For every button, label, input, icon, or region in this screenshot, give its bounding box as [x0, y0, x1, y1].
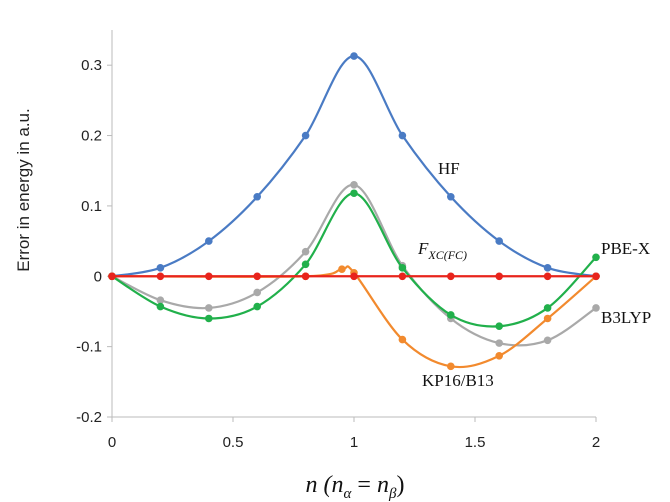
- x-tick-label: 1: [350, 434, 358, 451]
- data-point-b3lyp: [205, 304, 213, 312]
- data-point-pbe-x: [253, 302, 261, 311]
- data-point-kp16-b13: [338, 265, 346, 274]
- data-point-hf: [156, 264, 165, 272]
- series-label-fxc-fc: FXC(FC): [417, 239, 467, 262]
- series-label-hf: HF: [438, 159, 460, 178]
- y-tick-label: 0.1: [81, 198, 102, 215]
- data-point-b3lyp: [253, 288, 261, 297]
- data-point-fxc-fc: [350, 272, 358, 281]
- y-tick-label: 0.2: [81, 128, 102, 145]
- data-point-hf: [253, 192, 261, 201]
- data-point-fxc-fc: [253, 272, 261, 281]
- y-axis-label: Error in energy in a.u.: [14, 108, 33, 271]
- x-tick-label: 0.5: [223, 434, 244, 451]
- data-point-b3lyp: [543, 336, 552, 345]
- data-point-kp16-b13: [398, 335, 407, 344]
- x-axis-label: n (nα = nβ): [306, 472, 405, 502]
- data-point-b3lyp: [156, 296, 165, 304]
- data-point-hf: [350, 52, 358, 60]
- series-label-pbe-x: PBE-X: [601, 239, 650, 258]
- data-point-hf: [543, 264, 552, 272]
- data-point-fxc-fc: [398, 272, 407, 281]
- series-line-hf: [111, 54, 597, 278]
- labels-layer: HF PBE-X B3LYP KP16/B13 FXC(FC): [417, 159, 651, 390]
- data-point-hf: [447, 192, 455, 201]
- data-point-b3lyp: [301, 247, 310, 256]
- y-tick-label: 0.3: [81, 57, 102, 74]
- data-point-pbe-x: [301, 260, 310, 269]
- data-point-pbe-x: [447, 311, 455, 319]
- data-point-hf: [301, 131, 310, 140]
- data-point-fxc-fc: [205, 272, 213, 281]
- x-tick-label: 2: [592, 434, 600, 451]
- data-point-pbe-x: [543, 304, 552, 312]
- axes: -0.2 -0.1 0 0.1 0.2 0.3 0 0.5 1 1.5 2 Error in ener…: [14, 30, 600, 502]
- data-point-fxc-fc: [495, 272, 504, 281]
- data-point-pbe-x: [495, 322, 504, 331]
- series-label-b3lyp: B3LYP: [601, 308, 651, 327]
- x-tick-label: 1.5: [465, 434, 486, 451]
- data-point-hf: [205, 237, 213, 245]
- y-tick-label: 0: [94, 268, 102, 285]
- y-tick-label: -0.1: [76, 339, 102, 356]
- data-point-kp16-b13: [495, 351, 504, 360]
- series-layer: [108, 52, 600, 371]
- data-point-pbe-x: [350, 189, 358, 198]
- data-point-kp16-b13: [543, 314, 552, 323]
- data-point-fxc-fc: [592, 272, 600, 281]
- data-point-b3lyp: [350, 181, 358, 189]
- data-point-pbe-x: [205, 314, 213, 323]
- data-point-pbe-x: [398, 264, 407, 272]
- data-point-b3lyp: [495, 339, 504, 347]
- y-tick-label: -0.2: [76, 409, 102, 426]
- data-point-hf: [398, 131, 407, 140]
- data-point-hf: [495, 237, 504, 245]
- data-point-fxc-fc: [447, 272, 455, 281]
- data-point-pbe-x: [592, 253, 600, 262]
- data-point-fxc-fc: [156, 272, 165, 281]
- series-line-kp16-b13: [111, 265, 597, 369]
- data-point-fxc-fc: [301, 272, 310, 281]
- data-point-pbe-x: [156, 302, 165, 311]
- data-point-b3lyp: [592, 304, 600, 312]
- series-label-kp16-b13: KP16/B13: [422, 371, 494, 390]
- data-point-fxc-fc: [543, 272, 552, 281]
- data-point-kp16-b13: [447, 362, 455, 371]
- x-tick-label: 0: [108, 434, 116, 451]
- data-point-fxc-fc: [108, 272, 116, 281]
